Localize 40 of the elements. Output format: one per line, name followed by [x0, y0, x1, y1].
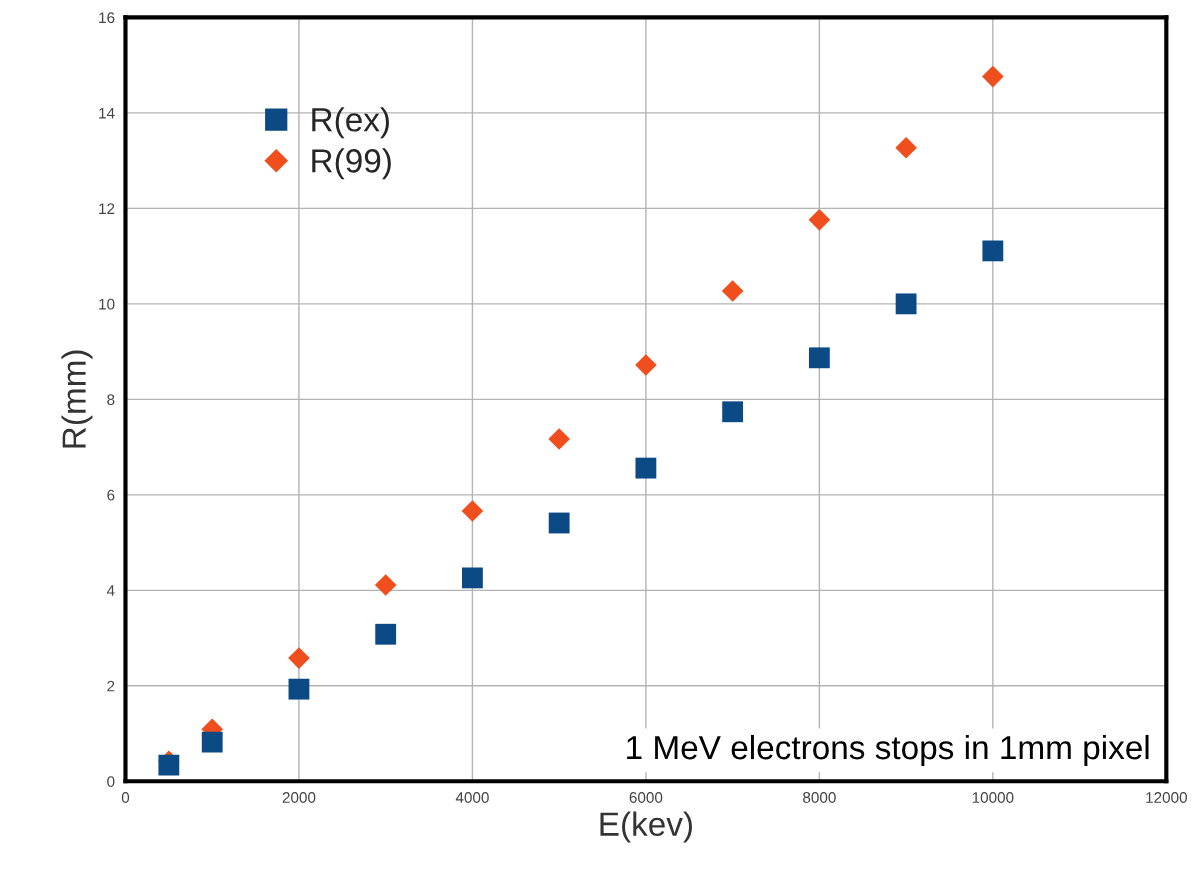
- x-tick-label: 4000: [455, 792, 489, 803]
- point: [548, 428, 570, 450]
- y-tick-label: 4: [106, 585, 115, 596]
- y-tick-label: 16: [99, 12, 115, 24]
- y-tick-label: 12: [99, 203, 115, 214]
- point: [808, 209, 831, 231]
- point: [722, 401, 744, 423]
- point: [635, 354, 657, 376]
- y-tick-label: 6: [107, 489, 115, 501]
- y-axis-title: R(mm): [61, 350, 93, 448]
- point: [375, 623, 397, 645]
- y-tick-label: 10: [99, 298, 115, 310]
- x-tick-label: 12000: [1146, 792, 1187, 803]
- point: [461, 500, 484, 522]
- legend-label: R(99): [312, 148, 391, 180]
- point: [288, 647, 310, 669]
- x-tick-label: 6000: [629, 792, 663, 803]
- point: [462, 567, 483, 589]
- point: [895, 293, 917, 315]
- point: [288, 678, 310, 700]
- point: [635, 457, 657, 479]
- point: [808, 347, 830, 369]
- point: [895, 136, 917, 159]
- x-tick-label: 8000: [803, 792, 836, 803]
- y-tick-label: 14: [99, 107, 115, 119]
- point: [982, 240, 1004, 262]
- point: [982, 65, 1004, 88]
- x-axis-title: E(kev): [600, 811, 692, 843]
- y-tick-label: 0: [107, 776, 115, 787]
- x-tick-label: 10000: [972, 792, 1014, 803]
- y-tick-label: 8: [107, 394, 115, 406]
- x-tick-label: 0: [121, 792, 130, 803]
- annotation: 1 MeV electrons stops in 1mm pixel: [627, 734, 1149, 767]
- point: [374, 574, 397, 596]
- point: [201, 731, 223, 753]
- legend-label: R(ex): [312, 107, 389, 139]
- x-tick-label: 2000: [282, 792, 316, 803]
- y-tick-label: 2: [107, 680, 115, 692]
- point: [548, 512, 570, 534]
- point: [721, 280, 744, 302]
